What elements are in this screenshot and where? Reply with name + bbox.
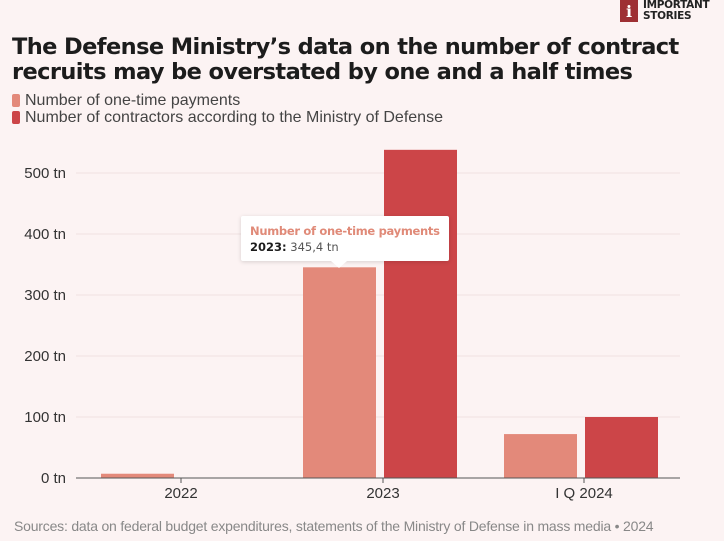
- y-tick-label: 400 tn: [24, 226, 66, 243]
- y-tick-label: 300 tn: [24, 287, 66, 304]
- brand-logo: i IMPORTANT STORIES: [620, 0, 710, 22]
- x-tick-label: 2023: [366, 485, 399, 502]
- logo-text: IMPORTANT STORIES: [643, 0, 710, 22]
- chart-title: The Defense Ministry’s data on the numbe…: [12, 34, 679, 85]
- bar-payments-2[interactable]: [504, 434, 577, 478]
- tooltip: Number of one-time payments 2023: 345,4 …: [241, 216, 449, 268]
- y-tick-label: 500 tn: [24, 165, 66, 182]
- logo-line-2: STORIES: [643, 10, 692, 22]
- x-tick-label: 2022: [164, 485, 197, 502]
- y-tick-label: 200 tn: [24, 348, 66, 365]
- legend-item-contractors[interactable]: Number of contractors according to the M…: [12, 109, 443, 126]
- legend-label: Number of contractors according to the M…: [25, 108, 443, 126]
- logo-mark-icon: i: [620, 0, 638, 22]
- x-tick-label: I Q 2024: [555, 485, 613, 502]
- y-tick-label: 100 tn: [24, 409, 66, 426]
- legend-label: Number of one-time payments: [25, 91, 241, 109]
- bar-contractors-1[interactable]: [384, 149, 457, 478]
- bar-contractors-2[interactable]: [585, 417, 658, 478]
- y-tick-label: 0 tn: [41, 470, 66, 487]
- legend: Number of one-time payments Number of co…: [12, 92, 443, 126]
- tooltip-value-line: 2023: 345,4 tn: [250, 240, 440, 254]
- source-note: Sources: data on federal budget expendit…: [14, 518, 654, 534]
- bar-payments-0[interactable]: [101, 473, 174, 478]
- tooltip-value: 345,4 tn: [290, 240, 339, 254]
- tooltip-series: Number of one-time payments: [250, 224, 440, 238]
- legend-swatch-payments: [12, 94, 20, 107]
- logo-line-1: IMPORTANT: [643, 0, 710, 11]
- legend-swatch-contractors: [12, 111, 20, 124]
- legend-item-payments[interactable]: Number of one-time payments: [12, 92, 443, 109]
- bar-payments-1[interactable]: [303, 267, 376, 478]
- tooltip-category: 2023:: [250, 240, 287, 254]
